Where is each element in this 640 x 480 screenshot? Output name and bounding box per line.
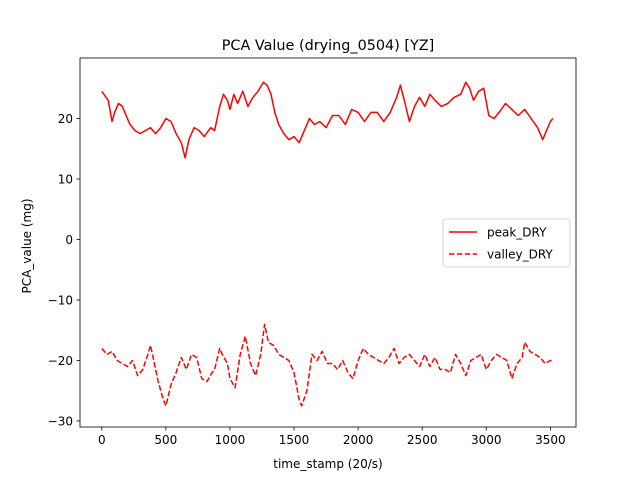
series-line-peak-dry <box>101 81 554 159</box>
x-tick-label: 3500 <box>535 433 566 447</box>
plot-frame <box>79 57 577 428</box>
x-tick-label: 2000 <box>343 433 374 447</box>
x-tick-label: 3000 <box>471 433 502 447</box>
x-tick-label: 1000 <box>215 433 246 447</box>
x-axis-label: time_stamp (20/s) <box>273 457 382 471</box>
y-tick-label: 20 <box>58 112 73 126</box>
legend-label-valley-dry: valley_DRY <box>487 248 553 262</box>
x-tick-label: 2500 <box>407 433 438 447</box>
legend-box <box>442 218 571 268</box>
legend-label-peak-dry: peak_DRY <box>487 226 547 240</box>
series-line-valley-dry <box>101 323 553 407</box>
y-tick-label: 10 <box>58 172 73 186</box>
y-axis-label: PCA_value (mg) <box>20 198 34 293</box>
y-tick-label: −30 <box>48 414 73 428</box>
y-tick-label: 0 <box>65 233 73 247</box>
x-tick-label: 0 <box>98 433 106 447</box>
y-tick-label: −10 <box>48 293 73 307</box>
x-tick-label: 500 <box>154 433 177 447</box>
x-tick-label: 1500 <box>279 433 310 447</box>
chart-title: PCA Value (drying_0504) [YZ] <box>222 38 435 54</box>
y-tick-label: −20 <box>48 354 73 368</box>
